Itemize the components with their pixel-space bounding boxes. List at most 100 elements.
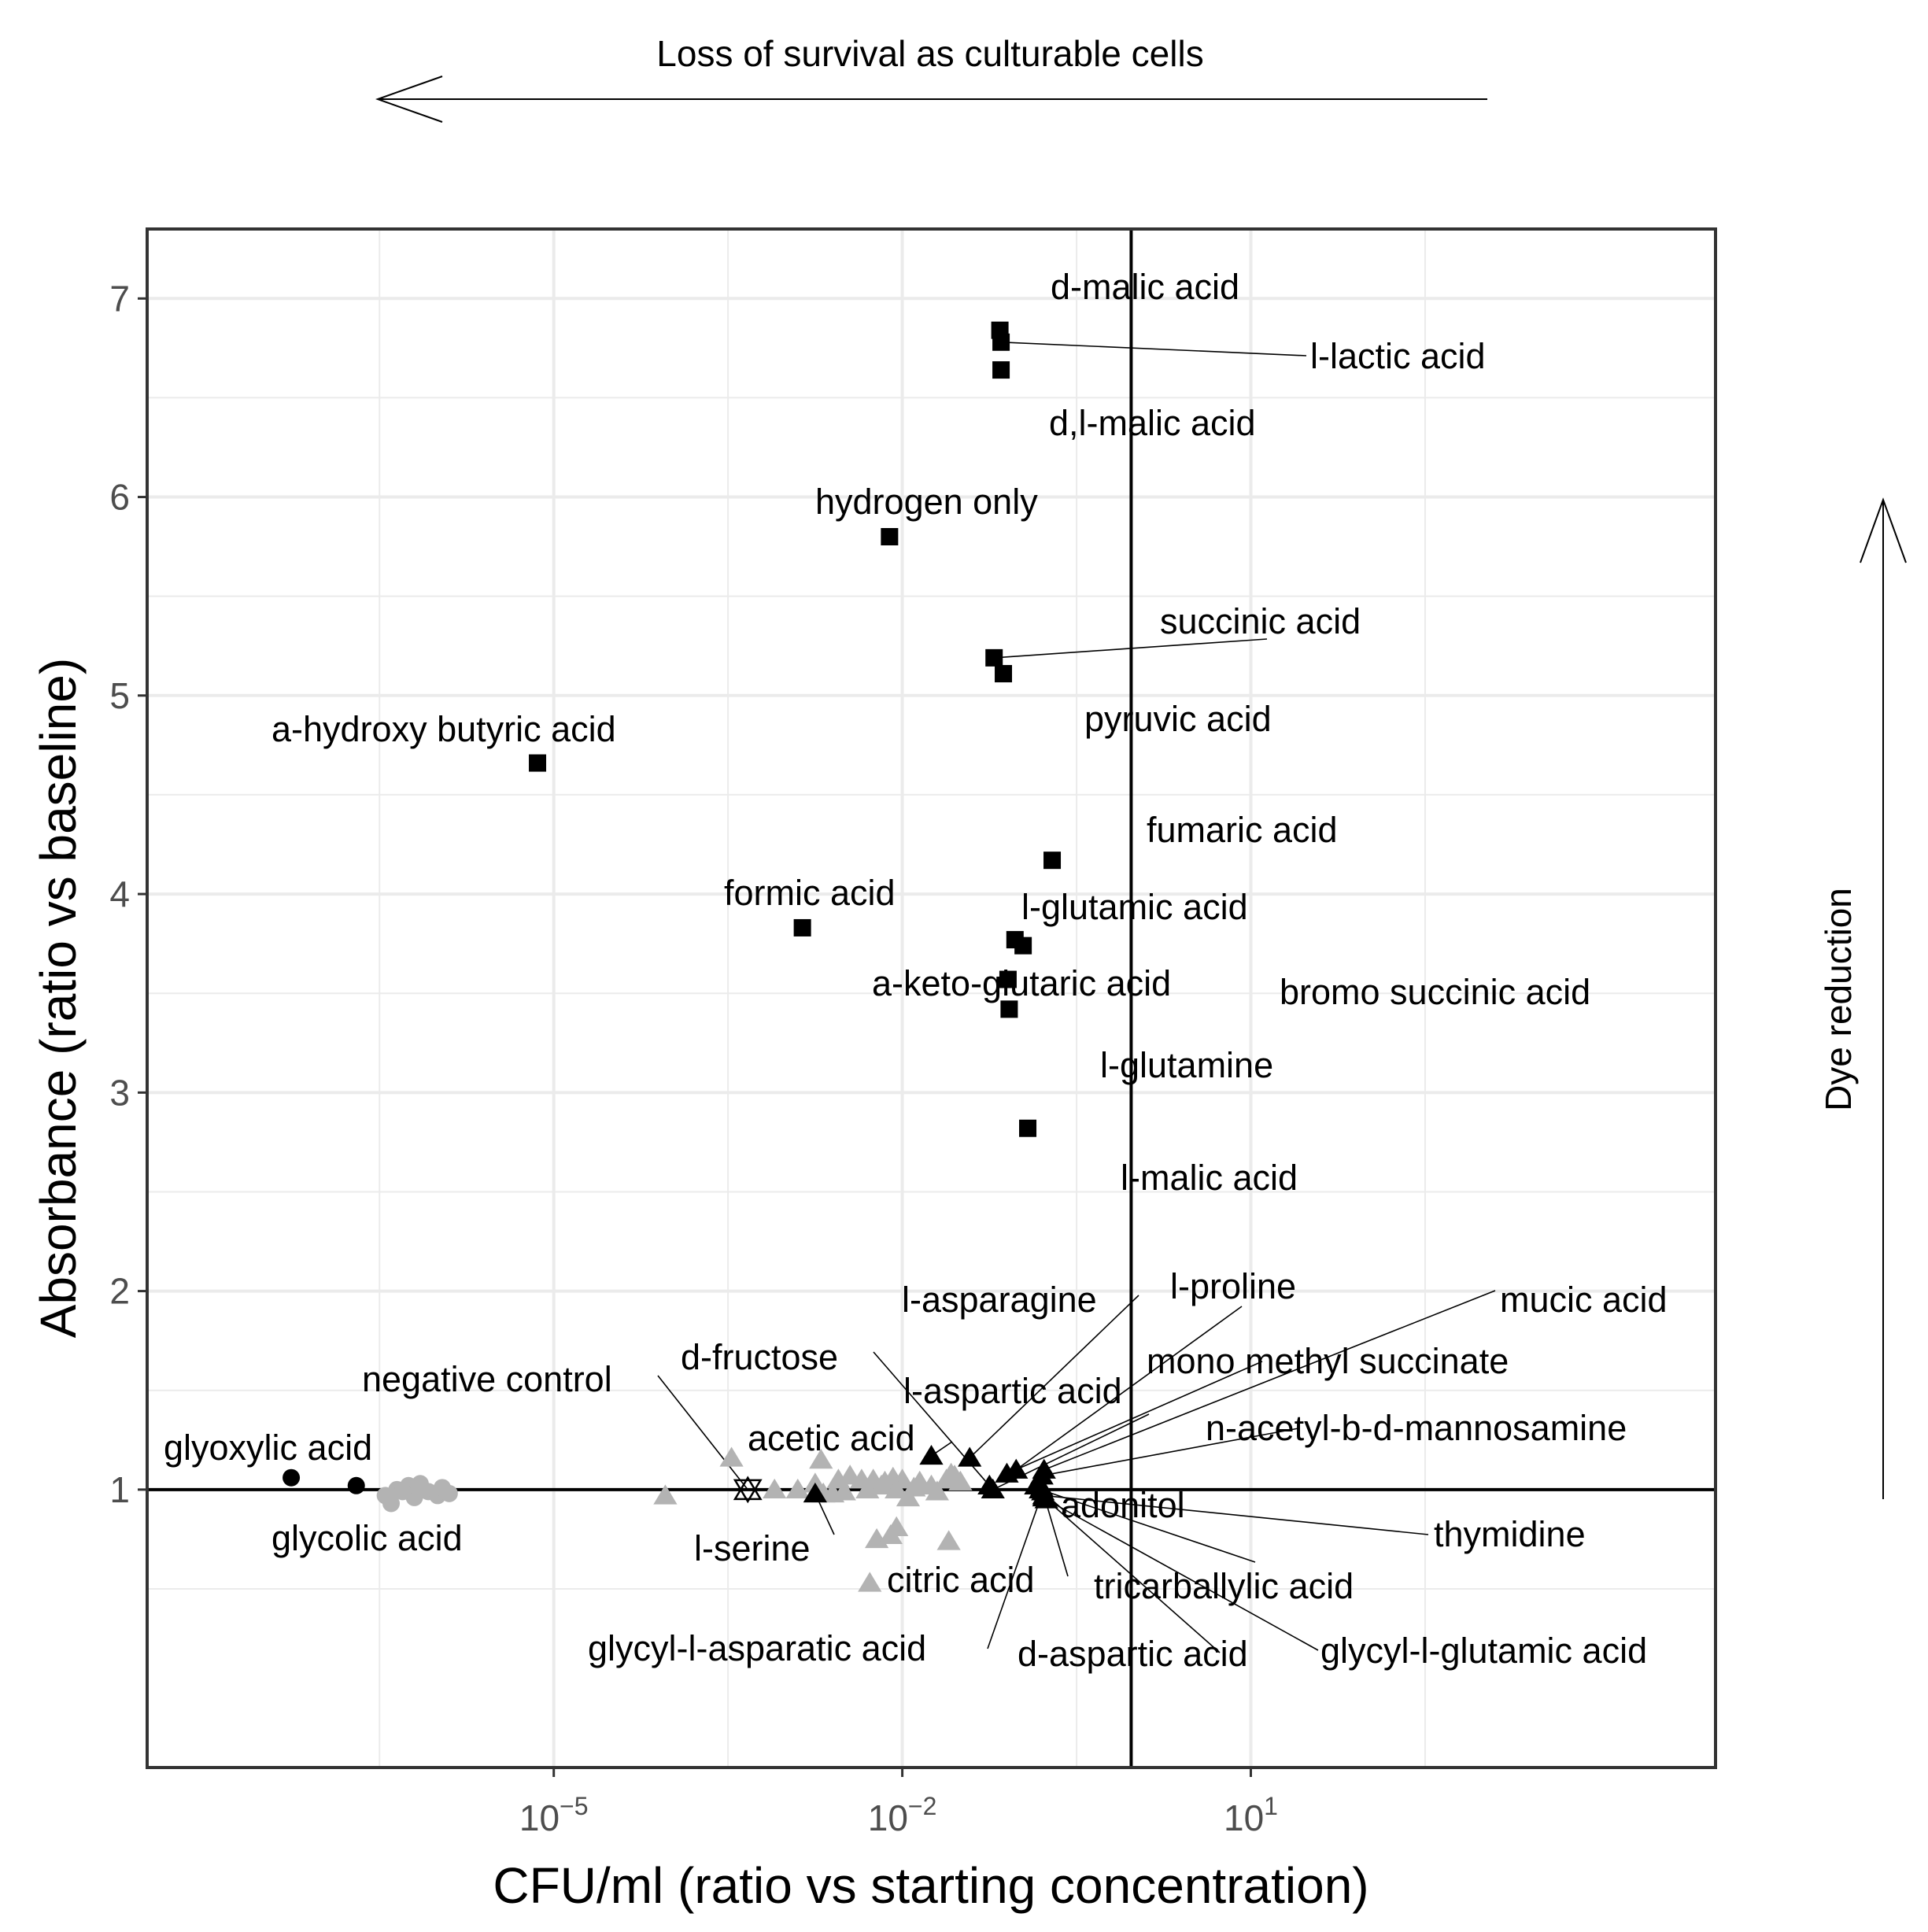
survival-annotation: Loss of survival as culturable cells: [375, 33, 1487, 123]
grey-circle-point: [382, 1494, 401, 1513]
grey-triangle-point: [832, 1480, 856, 1501]
point-l-serine: [803, 1482, 827, 1503]
label-l-asparagine: l-asparagine: [902, 1280, 1097, 1320]
leader-mucic-acid: [1043, 1290, 1496, 1471]
plot-panel-border: [146, 227, 1717, 1769]
label-a-keto-glutaric-acid: a-keto-glutaric acid: [872, 963, 1171, 1003]
leader-tricarballylic-acid: [1040, 1489, 1256, 1563]
label-n-acetyl-b-d-mannosamine: n-acetyl-b-d-mannosamine: [1206, 1408, 1627, 1448]
leader-n-acetyl-b-d-mannosamine: [1041, 1428, 1299, 1476]
label-mono-methyl-succinate: mono methyl succinate: [1147, 1341, 1509, 1381]
label-l-serine: l-serine: [694, 1528, 811, 1568]
dye-reduction-annotation-text: Dye reduction: [1818, 888, 1859, 1111]
grey-triangle-point: [896, 1486, 921, 1507]
leader-succinic-acid: [994, 638, 1268, 659]
label-bromo-succinic-acid: bromo succinic acid: [1280, 972, 1590, 1012]
grey-circle-point: [440, 1484, 458, 1502]
point-acetic-acid: [919, 1444, 944, 1465]
label-glycyl-l-asparatic-acid: glycyl-l-asparatic acid: [588, 1628, 926, 1668]
point-pyruvic-acid: [995, 665, 1013, 683]
label-adonitol: adonitol: [1061, 1485, 1185, 1525]
label-l-malic-acid: l-malic acid: [1121, 1158, 1298, 1198]
y-tick-label: 7: [109, 278, 130, 319]
label-acetic-acid: acetic acid: [748, 1418, 915, 1458]
label-d-aspartic-acid: d-aspartic acid: [1018, 1634, 1248, 1674]
point-l-lactic-acid: [992, 333, 1010, 351]
leader-thymidine: [1043, 1494, 1429, 1535]
point-a-hydroxy-butyric-acid: [529, 754, 547, 772]
point-labels: d-malic acid l-lactic acid d,l-malic acid h…: [164, 267, 1668, 1674]
label-l-glutamine: l-glutamine: [1100, 1045, 1273, 1085]
point-d-l-malic-acid: [992, 361, 1010, 379]
label-pyruvic-acid: pyruvic acid: [1084, 699, 1272, 739]
y-tick-label: 6: [109, 477, 130, 518]
point-l-glutamine: [1000, 1000, 1018, 1018]
label-l-lactic-acid: l-lactic acid: [1310, 336, 1486, 376]
grey-triangle-point: [809, 1449, 833, 1469]
label-glycolic-acid: glycolic acid: [271, 1518, 463, 1558]
leader-mono-methyl-succinate: [1006, 1361, 1263, 1475]
dye-arrow-head-icon: [1860, 497, 1907, 563]
point-l-asparagine: [958, 1446, 982, 1467]
label-citric-acid: citric acid: [887, 1560, 1035, 1600]
grey-triangle-point: [858, 1572, 882, 1592]
y-tick-label: 4: [109, 874, 130, 914]
label-glyoxylic-acid: glyoxylic acid: [164, 1428, 372, 1468]
point-a-keto-glutaric-acid: [999, 970, 1017, 988]
grey-triangle-point: [653, 1484, 678, 1505]
point-l-malic-acid: [1019, 1119, 1037, 1137]
grey-triangle-point: [763, 1478, 787, 1499]
x-tick-label: 101: [1224, 1792, 1278, 1838]
point-glycolic-acid: [347, 1476, 365, 1494]
point-formic-acid: [793, 918, 811, 936]
label-d-fructose: d-fructose: [681, 1337, 838, 1377]
plot-panel-background: [147, 229, 1716, 1768]
label-hydrogen-only: hydrogen only: [815, 482, 1038, 522]
y-tick-label: 3: [109, 1072, 130, 1113]
point-l-aspartic-acid: [981, 1478, 1005, 1499]
x-tick-label: 10−5: [519, 1792, 589, 1838]
y-tick-label: 2: [109, 1271, 130, 1312]
grey-triangle-point: [907, 1470, 932, 1491]
label-thymidine: thymidine: [1434, 1514, 1586, 1554]
label-glycyl-l-glutamic-acid: glycyl-l-glutamic acid: [1320, 1631, 1647, 1671]
grey-triangle-point: [939, 1462, 963, 1483]
point-succinic-acid: [985, 648, 1003, 667]
data-points: [283, 321, 1062, 1592]
leader-l-lactic-acid: [1001, 341, 1307, 356]
grey-triangle-point: [785, 1478, 810, 1499]
label-mucic-acid: mucic acid: [1500, 1280, 1668, 1320]
grey-triangle-point: [936, 1530, 961, 1550]
label-tricarballylic-acid: tricarballylic acid: [1094, 1566, 1354, 1606]
point-negative-control: [733, 1476, 763, 1504]
y-tick-label: 5: [109, 675, 130, 716]
star-down-triangle: [733, 1479, 763, 1504]
leader-d-aspartic-acid: [1043, 1497, 1221, 1653]
point-glycyl-l-glutamic-acid: [1034, 1488, 1058, 1509]
grey-triangle-point: [885, 1478, 909, 1499]
y-axis-title: Absorbance (ratio vs baseline): [30, 658, 87, 1338]
x-tick-label: 10−2: [868, 1792, 937, 1838]
survival-annotation-text: Loss of survival as culturable cells: [656, 33, 1203, 74]
leader-glycyl-l-glutamic-acid: [1046, 1498, 1319, 1651]
grey-circle-point: [393, 1483, 412, 1501]
grey-triangle-point: [869, 1474, 894, 1494]
point-fumaric-acid: [1043, 851, 1062, 870]
x-axis-title: CFU/ml (ratio vs starting concentration): [493, 1857, 1368, 1914]
grey-triangle-point: [925, 1480, 950, 1501]
dye-reduction-annotation: Dye reduction: [1818, 497, 1907, 1499]
leader-l-asparagine: [969, 1295, 1139, 1459]
leader-glycyl-l-asparatic-acid: [987, 1491, 1043, 1649]
survival-arrow-head-icon: [375, 76, 443, 123]
grey-triangle-point: [719, 1446, 744, 1467]
label-a-hydroxy-butyric-acid: a-hydroxy butyric acid: [271, 709, 616, 749]
point-glyoxylic-acid: [283, 1468, 301, 1487]
label-formic-acid: formic acid: [724, 873, 896, 913]
leader-l-proline: [1015, 1306, 1243, 1471]
label-l-proline: l-proline: [1170, 1266, 1296, 1306]
y-tick-label: 1: [109, 1469, 130, 1510]
grey-triangle-point: [885, 1516, 909, 1536]
grid-layer: [147, 229, 1716, 1768]
label-l-glutamic-acid: l-glutamic acid: [1021, 887, 1248, 927]
